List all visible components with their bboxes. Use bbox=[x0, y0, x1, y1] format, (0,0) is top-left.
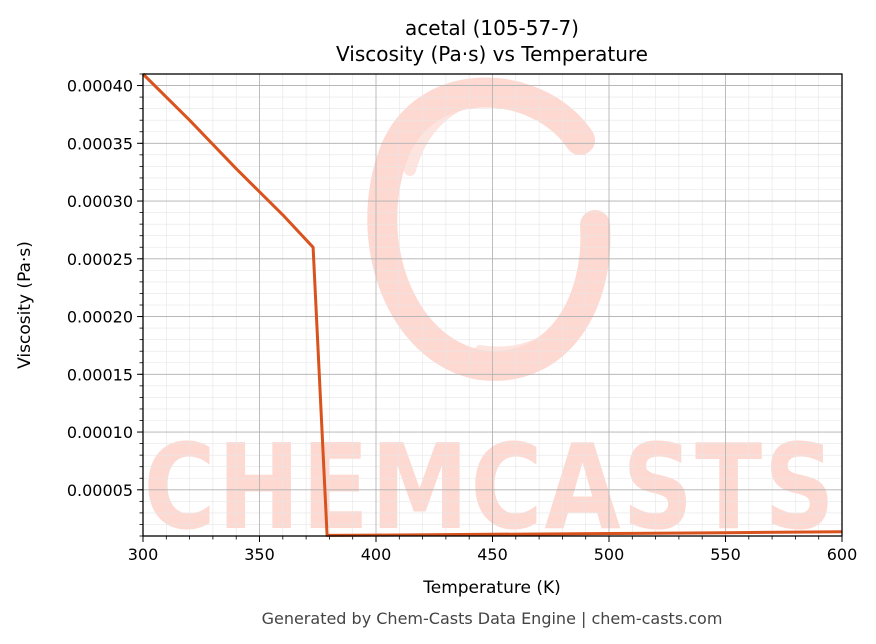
x-tick-label: 500 bbox=[594, 545, 625, 564]
x-tick-label: 450 bbox=[477, 545, 508, 564]
y-tick-label: 0.00010 bbox=[67, 423, 133, 442]
x-tick-label: 300 bbox=[128, 545, 159, 564]
x-tick-label: 550 bbox=[710, 545, 741, 564]
y-axis-ticks: 0.00005 0.00010 0.00015 0.00020 0.00025 0.000… bbox=[67, 73, 143, 537]
y-tick-label: 0.00030 bbox=[67, 192, 133, 211]
x-tick-label: 600 bbox=[827, 545, 858, 564]
y-tick-label: 0.00015 bbox=[67, 365, 133, 384]
y-axis-label: Viscosity (Pa·s) bbox=[15, 241, 35, 369]
y-tick-label: 0.00025 bbox=[67, 250, 133, 269]
chart-subtitle: Viscosity (Pa·s) vs Temperature bbox=[336, 42, 648, 66]
chart-title: acetal (105-57-7) bbox=[405, 16, 579, 40]
major-grid bbox=[142, 74, 843, 536]
x-axis-ticks: 300 350 400 450 500 550 600 bbox=[128, 536, 858, 564]
watermark-swirl-logo bbox=[367, 77, 611, 381]
x-tick-label: 400 bbox=[361, 545, 392, 564]
y-tick-label: 0.00020 bbox=[67, 308, 133, 327]
x-tick-label: 350 bbox=[244, 545, 275, 564]
x-axis-label: Temperature (K) bbox=[422, 578, 561, 598]
y-tick-label: 0.00035 bbox=[67, 134, 133, 153]
watermark: CHEMCASTS bbox=[144, 77, 835, 556]
y-tick-label: 0.00005 bbox=[67, 481, 133, 500]
y-tick-label: 0.00040 bbox=[67, 77, 133, 96]
plot-frame bbox=[142, 73, 843, 537]
footer-text: Generated by Chem-Casts Data Engine | ch… bbox=[262, 609, 723, 628]
